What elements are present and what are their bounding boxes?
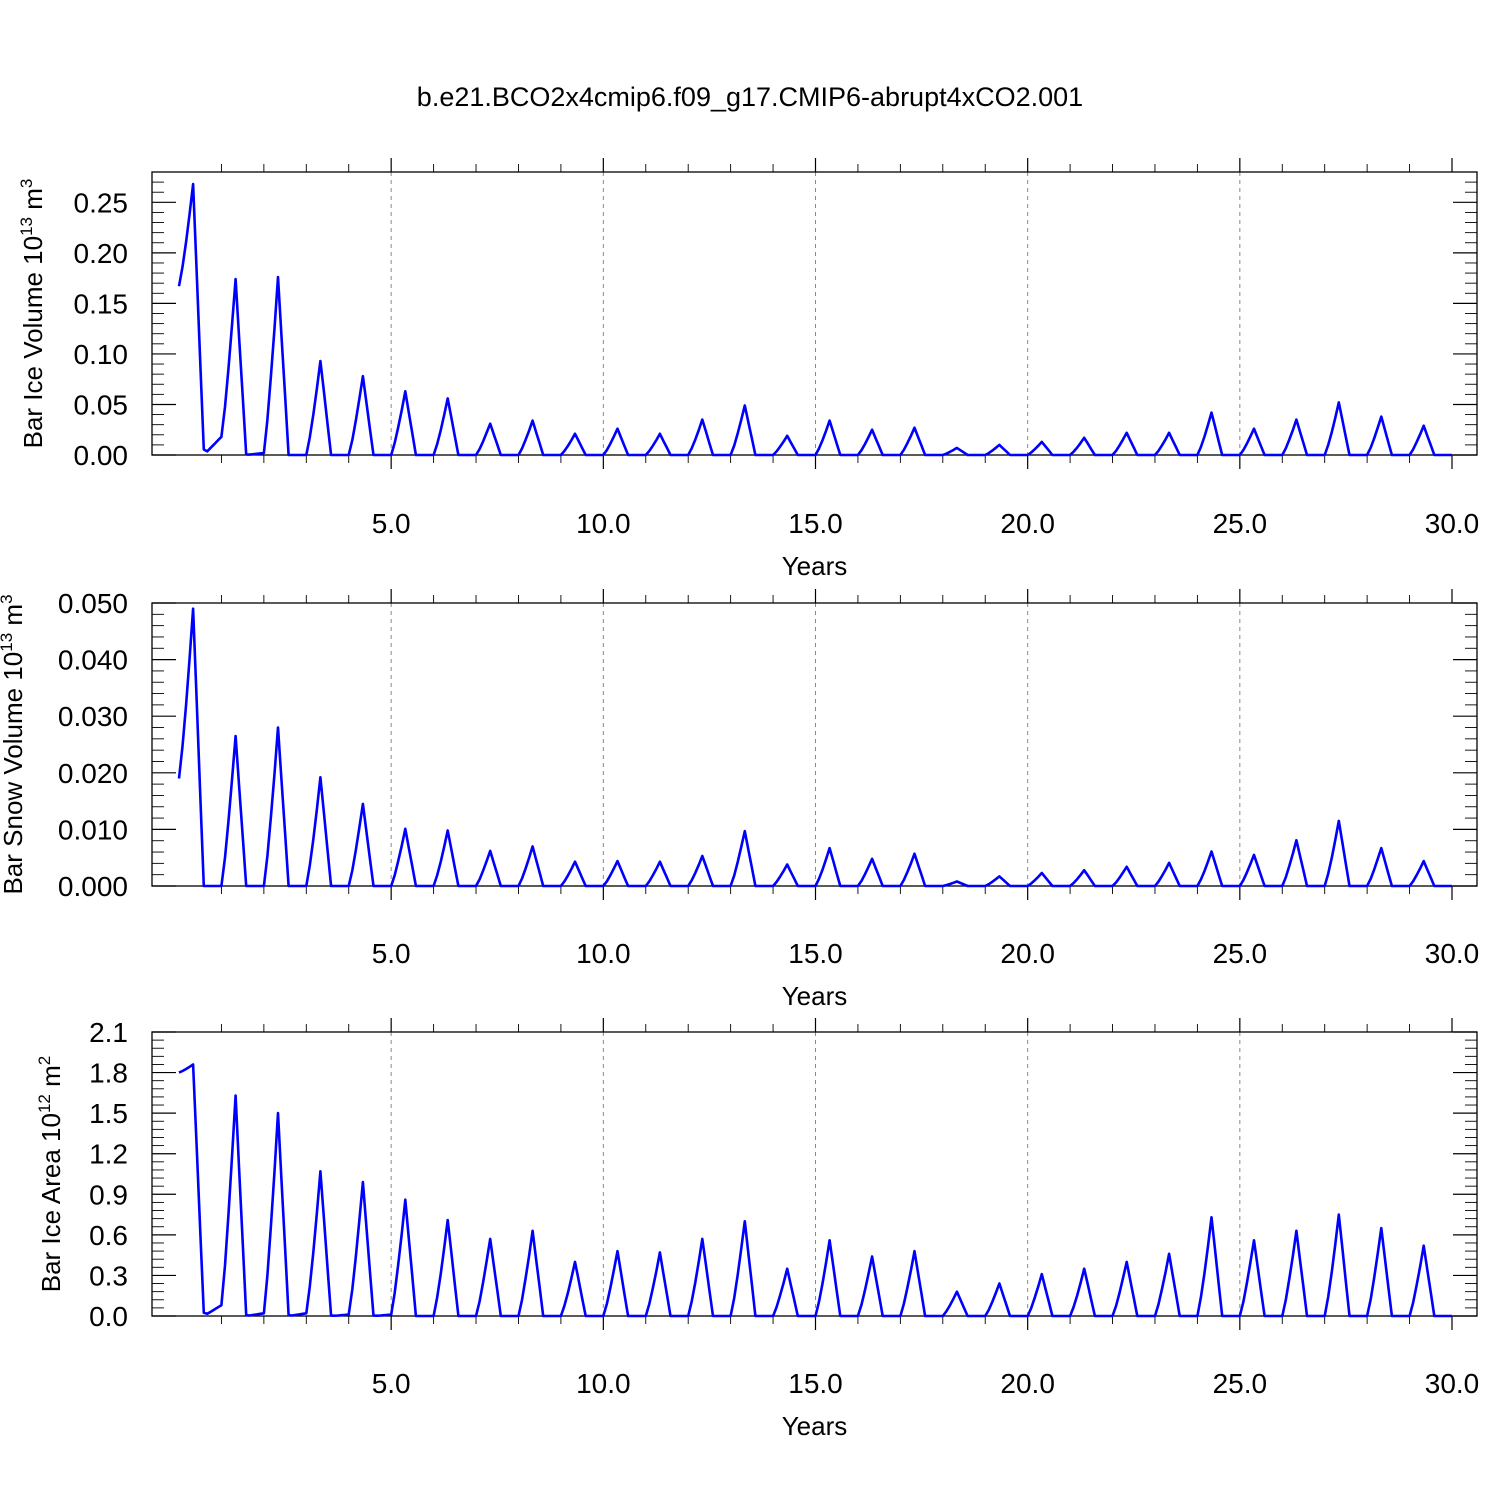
figure-title: b.e21.BCO2x4cmip6.f09_g17.CMIP6-abrupt4x… bbox=[416, 82, 1084, 112]
y-axis-title-main: Bar Ice Volume 10 bbox=[18, 236, 48, 448]
x-axis-title: Years bbox=[782, 551, 848, 581]
x-tick-label: 30.0 bbox=[1425, 1368, 1480, 1399]
plot-frame bbox=[151, 602, 1478, 887]
x-tick-label: 10.0 bbox=[576, 938, 631, 969]
series-line-ice_area bbox=[178, 1063, 1452, 1318]
x-tick-label: 20.0 bbox=[1000, 508, 1055, 539]
x-tick-label: 10.0 bbox=[576, 1368, 631, 1399]
series-line-ice_volume bbox=[177, 182, 1452, 457]
series-line-snow_volume bbox=[177, 607, 1452, 888]
y-tick-label: 2.1 bbox=[89, 1017, 128, 1048]
y-tick-label: 0.0 bbox=[89, 1301, 128, 1332]
y-axis-title: Bar Ice Area 1012 m2 bbox=[35, 1056, 66, 1293]
y-tick-label: 1.8 bbox=[89, 1058, 128, 1089]
x-tick-label: 30.0 bbox=[1425, 508, 1480, 539]
x-tick-label: 30.0 bbox=[1425, 938, 1480, 969]
x-tick-label: 15.0 bbox=[788, 938, 843, 969]
y-tick-label: 0.25 bbox=[74, 187, 129, 218]
y-tick-label: 1.5 bbox=[89, 1098, 128, 1129]
y-axis-title: Bar Snow Volume 1013 m3 bbox=[0, 594, 28, 894]
y-axis-title-unit-exponent: 3 bbox=[0, 594, 16, 603]
y-tick-label: 0.030 bbox=[58, 701, 128, 732]
x-tick-label: 5.0 bbox=[372, 1368, 411, 1399]
x-axis-title: Years bbox=[782, 981, 848, 1011]
x-tick-label: 15.0 bbox=[788, 508, 843, 539]
x-tick-label: 15.0 bbox=[788, 1368, 843, 1399]
y-tick-label: 0.020 bbox=[58, 758, 128, 789]
y-axis-title-main: Bar Snow Volume 10 bbox=[0, 652, 28, 895]
y-tick-label: 0.000 bbox=[58, 871, 128, 902]
x-tick-label: 10.0 bbox=[576, 508, 631, 539]
plot-frame bbox=[151, 1031, 1478, 1317]
y-axis-title-main: Bar Ice Area 10 bbox=[36, 1113, 66, 1292]
y-tick-label: 0.3 bbox=[89, 1260, 128, 1291]
y-axis-title-unit: m bbox=[18, 188, 48, 217]
x-axis-title: Years bbox=[782, 1411, 848, 1441]
x-tick-label: 25.0 bbox=[1213, 1368, 1268, 1399]
y-axis-title-unit-exponent: 2 bbox=[35, 1056, 54, 1065]
plot-frame bbox=[151, 171, 1478, 456]
panel-ice-volume: 5.0 10.0 15.0 20.0 25.0 30.0 0.00 0.05 0.10 0.15 0… bbox=[17, 158, 1479, 581]
x-tick-label: 25.0 bbox=[1213, 508, 1268, 539]
x-tick-label: 25.0 bbox=[1213, 938, 1268, 969]
y-tick-label: 0.050 bbox=[58, 588, 128, 619]
x-tick-label: 5.0 bbox=[372, 938, 411, 969]
y-tick-label: 0.05 bbox=[74, 389, 129, 420]
y-tick-label: 0.040 bbox=[58, 645, 128, 676]
y-tick-label: 0.20 bbox=[74, 238, 129, 269]
y-axis-title-unit: m bbox=[0, 604, 28, 633]
panel-ice-area: 5.0 10.0 15.0 20.0 25.0 30.0 0.0 0.3 0.6 0.9 1.2 1.… bbox=[35, 1017, 1479, 1441]
x-tick-label: 20.0 bbox=[1000, 938, 1055, 969]
y-axis-title-exponent: 13 bbox=[0, 633, 16, 652]
x-tick-label: 5.0 bbox=[372, 508, 411, 539]
x-tick-label: 20.0 bbox=[1000, 1368, 1055, 1399]
y-tick-label: 0.15 bbox=[74, 288, 129, 319]
y-axis-title: Bar Ice Volume 1013 m3 bbox=[17, 179, 48, 449]
y-tick-label: 1.2 bbox=[89, 1139, 128, 1170]
y-axis-title-unit: m bbox=[36, 1065, 66, 1094]
y-axis-title-exponent: 12 bbox=[35, 1094, 54, 1113]
y-axis-title-exponent: 13 bbox=[17, 217, 36, 236]
y-tick-label: 0.00 bbox=[74, 440, 129, 471]
y-tick-label: 0.10 bbox=[74, 339, 129, 370]
y-axis-title-unit-exponent: 3 bbox=[17, 179, 36, 188]
y-tick-label: 0.010 bbox=[58, 814, 128, 845]
panel-snow-volume: 5.0 10.0 15.0 20.0 25.0 30.0 0.000 0.010 0.020 0.… bbox=[0, 588, 1479, 1011]
y-tick-label: 0.6 bbox=[89, 1220, 128, 1251]
y-tick-label: 0.9 bbox=[89, 1179, 128, 1210]
